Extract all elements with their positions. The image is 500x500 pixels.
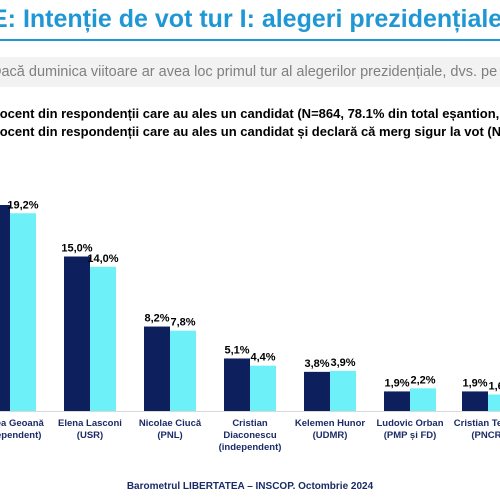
data-label-series2-cat4: 4,4% (250, 352, 275, 364)
bar-series2-cat4 (250, 365, 276, 411)
bar-series1-cat3 (144, 326, 170, 411)
chart-area: 20,0%15,0%8,2%5,1%3,8%1,9%1,9%19,2%14,0%… (0, 191, 500, 480)
bar-series1-cat4 (224, 358, 250, 411)
data-label-series1-cat5: 3,8% (304, 358, 329, 370)
bar-series1-cat1 (0, 205, 10, 411)
category-label-2: Elena Lasconi (58, 418, 122, 429)
category-label-1: Mircea Geoană (0, 418, 45, 429)
data-label-series1-cat2: 15,0% (61, 243, 92, 255)
bar-series2-cat6 (410, 388, 436, 411)
data-label-series2-cat2: 14,0% (87, 253, 118, 265)
data-label-series1-cat6: 1,9% (384, 377, 409, 389)
title-rule (0, 39, 500, 41)
category-label-6: (PMP și FD) (384, 430, 437, 441)
data-label-series2-cat7: 1,6% (488, 381, 500, 393)
bar-series2-cat5 (330, 370, 356, 411)
bar-series2-cat7 (488, 394, 500, 411)
data-label-series1-cat4: 5,1% (224, 344, 249, 356)
category-label-6: Ludovic Orban (376, 418, 443, 429)
category-label-5: (UDMR) (313, 430, 348, 441)
data-label-series2-cat5: 3,9% (330, 357, 355, 369)
bar-series2-cat1 (10, 213, 36, 411)
category-label-4: (independent) (219, 442, 282, 453)
bar-series2-cat3 (170, 330, 196, 411)
bar-series1-cat5 (304, 371, 330, 411)
bar-chart: 20,0%15,0%8,2%5,1%3,8%1,9%1,9%19,2%14,0%… (0, 191, 500, 453)
category-label-2: (USR) (77, 430, 103, 441)
category-label-4: Diaconescu (223, 430, 277, 441)
legend-entry-text: Procent din respondenții care au ales un… (0, 124, 500, 139)
category-label-3: Nicolae Ciucă (139, 418, 202, 429)
bar-series2-cat2 (90, 266, 116, 411)
category-label-1: (independent) (0, 430, 41, 441)
legend-entry-sure-voters: Procent din respondenții care au ales un… (0, 122, 500, 142)
data-label-series1-cat7: 1,9% (462, 377, 487, 389)
category-label-5: Kelemen Hunor (295, 418, 366, 429)
category-label-7: (PNCR) (471, 430, 500, 441)
bar-series1-cat2 (64, 256, 90, 411)
category-label-3: (PNL) (157, 430, 182, 441)
data-label-series2-cat3: 7,8% (170, 317, 195, 329)
category-label-4: Cristian (232, 418, 268, 429)
footer-source: Barometrul LIBERTATEA – INSCOP. Octombri… (126, 481, 374, 492)
survey-question-text: Dacă duminica viitoare ar avea loc primu… (0, 64, 500, 80)
legend-entry-text: Procent din respondenții care au ales un… (0, 106, 500, 121)
data-label-series1-cat3: 8,2% (144, 313, 169, 325)
category-label-7: Cristian Terheș (454, 418, 500, 429)
data-label-series2-cat1: 19,2% (7, 200, 38, 211)
data-label-series2-cat6: 2,2% (410, 374, 435, 386)
bar-series1-cat7 (462, 391, 488, 411)
slide-title-text: E: Intenție de vot tur I: alegeri prezid… (0, 5, 500, 33)
slide-title: E: Intenție de vot tur I: alegeri prezid… (0, 0, 500, 44)
survey-question: Dacă duminica viitoare ar avea loc primu… (0, 57, 500, 87)
legend-entry-all-respondents: Procent din respondenții care au ales un… (0, 104, 500, 124)
bar-series1-cat6 (384, 391, 410, 411)
